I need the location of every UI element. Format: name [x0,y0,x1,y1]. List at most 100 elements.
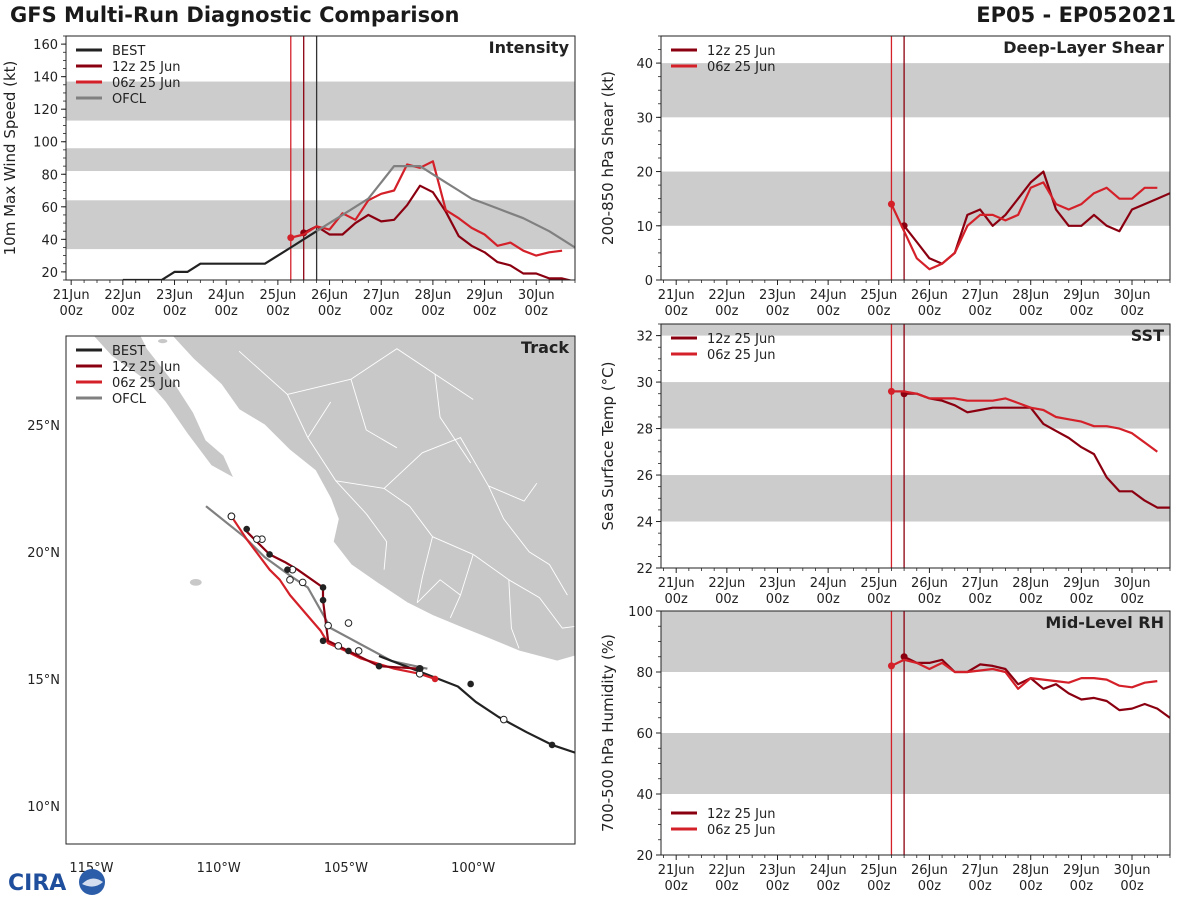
rh-start-point-run12 [900,653,908,661]
rh-xtick-day: 29Jun [1063,863,1100,878]
shear-xtick-day: 28Jun [1012,288,1049,303]
track-ytick-label: 15°N [27,673,60,688]
shear-ytick-label: 10 [636,220,653,235]
logo-swirl-icon [82,878,103,887]
rh-xtick-hour: 00z [665,879,689,894]
sst-xtick-day: 23Jun [759,576,796,591]
intensity-xtick-day: 25Jun [259,288,296,303]
intensity-title: Intensity [489,38,570,57]
shear-xtick-day: 30Jun [1114,288,1151,303]
shear-ytick-label: 40 [636,57,653,72]
shear-ytick-label: 30 [636,111,653,126]
rh-ytick-label: 80 [636,666,653,681]
intensity-ylabel: 10m Max Wind Speed (kt) [1,61,19,256]
rh-band-0 [661,733,1170,794]
logo-text: CIRA [8,871,66,896]
rh-xtick-hour: 00z [1070,879,1094,894]
sst-xtick-hour: 00z [918,592,942,607]
sst-legend-label-run06: 06z 25 Jun [707,348,776,363]
shear-ylabel: 200-850 hPa Shear (kt) [599,71,617,245]
state-border [488,483,538,502]
track-point-run06 [253,535,261,544]
shear-xtick-hour: 00z [715,304,739,319]
track-point-run06 [298,578,307,587]
state-border [472,554,520,649]
track-legend-label-run12: 12z 25 Jun [112,360,181,375]
intensity-panel: 2040608010012014016021Jun00z22Jun00z23Ju… [1,35,576,319]
sst-ytick-label: 22 [636,562,653,577]
sst-xtick-hour: 00z [1070,592,1094,607]
track-point-run12 [375,662,383,670]
sst-series-run06 [891,390,1158,453]
shear-xtick-hour: 00z [766,304,790,319]
intensity-xtick-day: 29Jun [466,288,503,303]
shear-legend-label-run06: 06z 25 Jun [707,60,776,75]
rh-panel: 2040608010021Jun00z22Jun00z23Jun00z24Jun… [599,605,1171,894]
sst-xtick-hour: 00z [1120,592,1144,607]
cira-logo: CIRA [8,869,105,896]
shear-xtick-day: 25Jun [860,288,897,303]
track-ytick-label: 10°N [27,800,60,815]
rh-ytick-label: 20 [636,849,653,864]
intensity-series-run12 [303,184,574,280]
intensity-xtick-hour: 00z [421,304,445,319]
shear-start-point-run06 [887,200,895,208]
track-ytick-label: 20°N [27,546,60,561]
intensity-series-ofcl [316,165,575,249]
state-border [416,579,461,604]
intensity-legend-label-ofcl: OFCL [112,92,147,107]
sst-xtick-day: 26Jun [911,576,948,591]
rh-xtick-hour: 00z [1120,879,1144,894]
track-point-ofcl [324,621,332,630]
sst-xtick-hour: 00z [968,592,992,607]
track-point-run06 [227,512,236,521]
track-point-run06 [344,619,353,627]
rh-xtick-day: 21Jun [658,863,695,878]
rh-ytick-label: 40 [636,788,653,803]
shear-xtick-hour: 00z [1019,304,1043,319]
rh-xtick-hour: 00z [715,879,739,894]
sst-legend-label-run12: 12z 25 Jun [707,332,776,347]
intensity-ytick-label: 40 [41,233,58,248]
sst-ytick-label: 26 [636,469,653,484]
track-point-run12 [266,551,273,558]
rh-xtick-day: 24Jun [810,863,847,878]
rh-xtick-day: 28Jun [1012,863,1049,878]
rh-xtick-day: 30Jun [1114,863,1151,878]
track-xtick-label: 100°W [451,861,495,876]
track-point-best [467,680,474,688]
sst-xtick-day: 30Jun [1114,576,1151,591]
state-border [350,379,398,449]
track-title: Track [521,338,569,357]
rh-legend-label-run06: 06z 25 Jun [707,823,776,838]
mexico-landmass [92,336,575,662]
intensity-xtick-hour: 00z [266,304,290,319]
shear-panel: 01020304021Jun00z22Jun00z23Jun00z24Jun00… [599,35,1171,319]
intensity-xtick-hour: 00z [215,304,239,319]
rh-xtick-day: 26Jun [911,863,948,878]
track-point-best [499,715,508,724]
track-ytick-label: 25°N [27,419,60,434]
shear-xtick-hour: 00z [816,304,840,319]
state-border [383,437,505,520]
state-border [416,536,433,603]
track-point-run12 [319,584,327,591]
shear-xtick-day: 29Jun [1063,288,1100,303]
sst-xtick-day: 28Jun [1012,576,1049,591]
sst-band-1 [661,382,1170,429]
intensity-series-best [122,230,318,280]
track-point-run06 [354,647,363,655]
rh-xtick-hour: 00z [867,879,891,894]
track-line-run06 [230,515,436,680]
track-point-run12 [243,525,250,533]
sst-band-2 [661,324,1170,336]
intensity-start-point-run06 [287,234,295,242]
intensity-xtick-day: 27Jun [363,288,400,303]
rh-xtick-hour: 00z [918,879,942,894]
intensity-ytick-label: 120 [33,103,58,118]
state-border [508,579,575,629]
